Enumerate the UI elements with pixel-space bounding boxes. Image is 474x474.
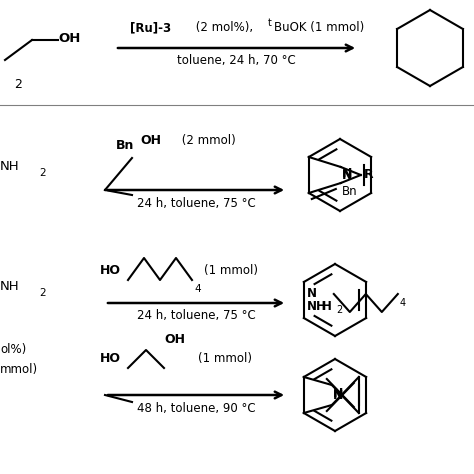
Text: 2: 2 xyxy=(336,305,342,315)
Text: R: R xyxy=(364,168,374,182)
Text: 24 h, toluene, 75 °C: 24 h, toluene, 75 °C xyxy=(137,197,255,210)
Text: (1 mmol): (1 mmol) xyxy=(198,352,252,365)
Text: 4: 4 xyxy=(400,298,406,308)
Text: ol%): ol%) xyxy=(0,344,26,356)
Text: NH: NH xyxy=(0,281,19,293)
Text: 4: 4 xyxy=(194,284,201,294)
Text: t: t xyxy=(268,18,272,28)
Text: 48 h, toluene, 90 °C: 48 h, toluene, 90 °C xyxy=(137,402,255,415)
Text: BuOK (1 mmol): BuOK (1 mmol) xyxy=(274,21,364,34)
Text: Bn: Bn xyxy=(342,185,357,198)
Text: (2 mol%),: (2 mol%), xyxy=(192,21,257,34)
Text: H: H xyxy=(322,300,332,313)
Text: (2 mmol): (2 mmol) xyxy=(178,134,236,147)
Text: 24 h, toluene, 75 °C: 24 h, toluene, 75 °C xyxy=(137,309,255,322)
Text: toluene, 24 h, 70 °C: toluene, 24 h, 70 °C xyxy=(177,54,295,67)
Text: N: N xyxy=(333,389,343,402)
Text: HO: HO xyxy=(100,264,121,277)
Text: NH: NH xyxy=(307,300,327,313)
Text: mmol): mmol) xyxy=(0,364,38,376)
Text: NH: NH xyxy=(0,161,19,173)
Text: N: N xyxy=(307,287,317,300)
Text: [Ru]-3: [Ru]-3 xyxy=(130,21,171,34)
Text: OH: OH xyxy=(140,134,161,147)
Text: 2: 2 xyxy=(39,288,46,298)
Text: Bn: Bn xyxy=(116,139,134,152)
Text: N: N xyxy=(342,167,352,180)
Text: 2: 2 xyxy=(14,78,22,91)
Text: OH: OH xyxy=(58,31,81,45)
Text: N: N xyxy=(333,387,343,400)
Text: N: N xyxy=(342,169,352,182)
Text: HO: HO xyxy=(100,352,121,365)
Text: 2: 2 xyxy=(39,168,46,178)
Text: OH: OH xyxy=(164,333,185,346)
Text: (1 mmol): (1 mmol) xyxy=(204,264,258,277)
